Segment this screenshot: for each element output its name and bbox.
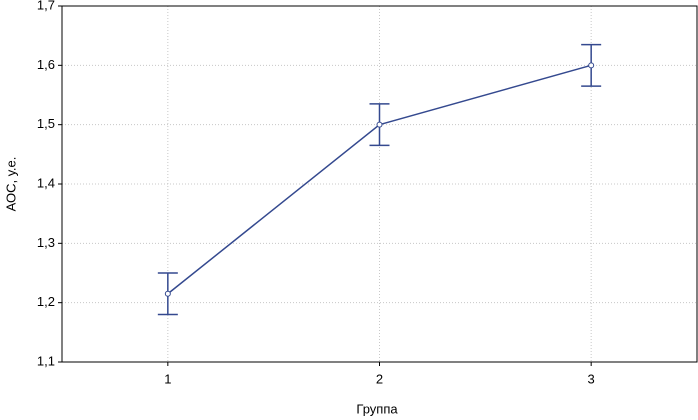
y-tick-label: 1,5 xyxy=(37,116,55,131)
y-tick-label: 1,3 xyxy=(37,235,55,250)
x-tick-label: 3 xyxy=(588,371,595,386)
y-tick-label: 1,4 xyxy=(37,175,55,190)
y-tick-label: 1,1 xyxy=(37,353,55,368)
point xyxy=(376,121,383,128)
x-tick-label: 2 xyxy=(376,371,383,386)
y-tick-label: 1,2 xyxy=(37,294,55,309)
y-tick-label: 1,6 xyxy=(37,57,55,72)
x-axis-label: Группа xyxy=(356,401,398,416)
y-axis-label: АОС, у.е. xyxy=(3,157,18,212)
plot-frame xyxy=(61,5,698,363)
x-tick-label: 1 xyxy=(164,371,171,386)
y-tick-label: 1,7 xyxy=(37,0,55,12)
point xyxy=(588,62,595,69)
point xyxy=(164,290,171,297)
